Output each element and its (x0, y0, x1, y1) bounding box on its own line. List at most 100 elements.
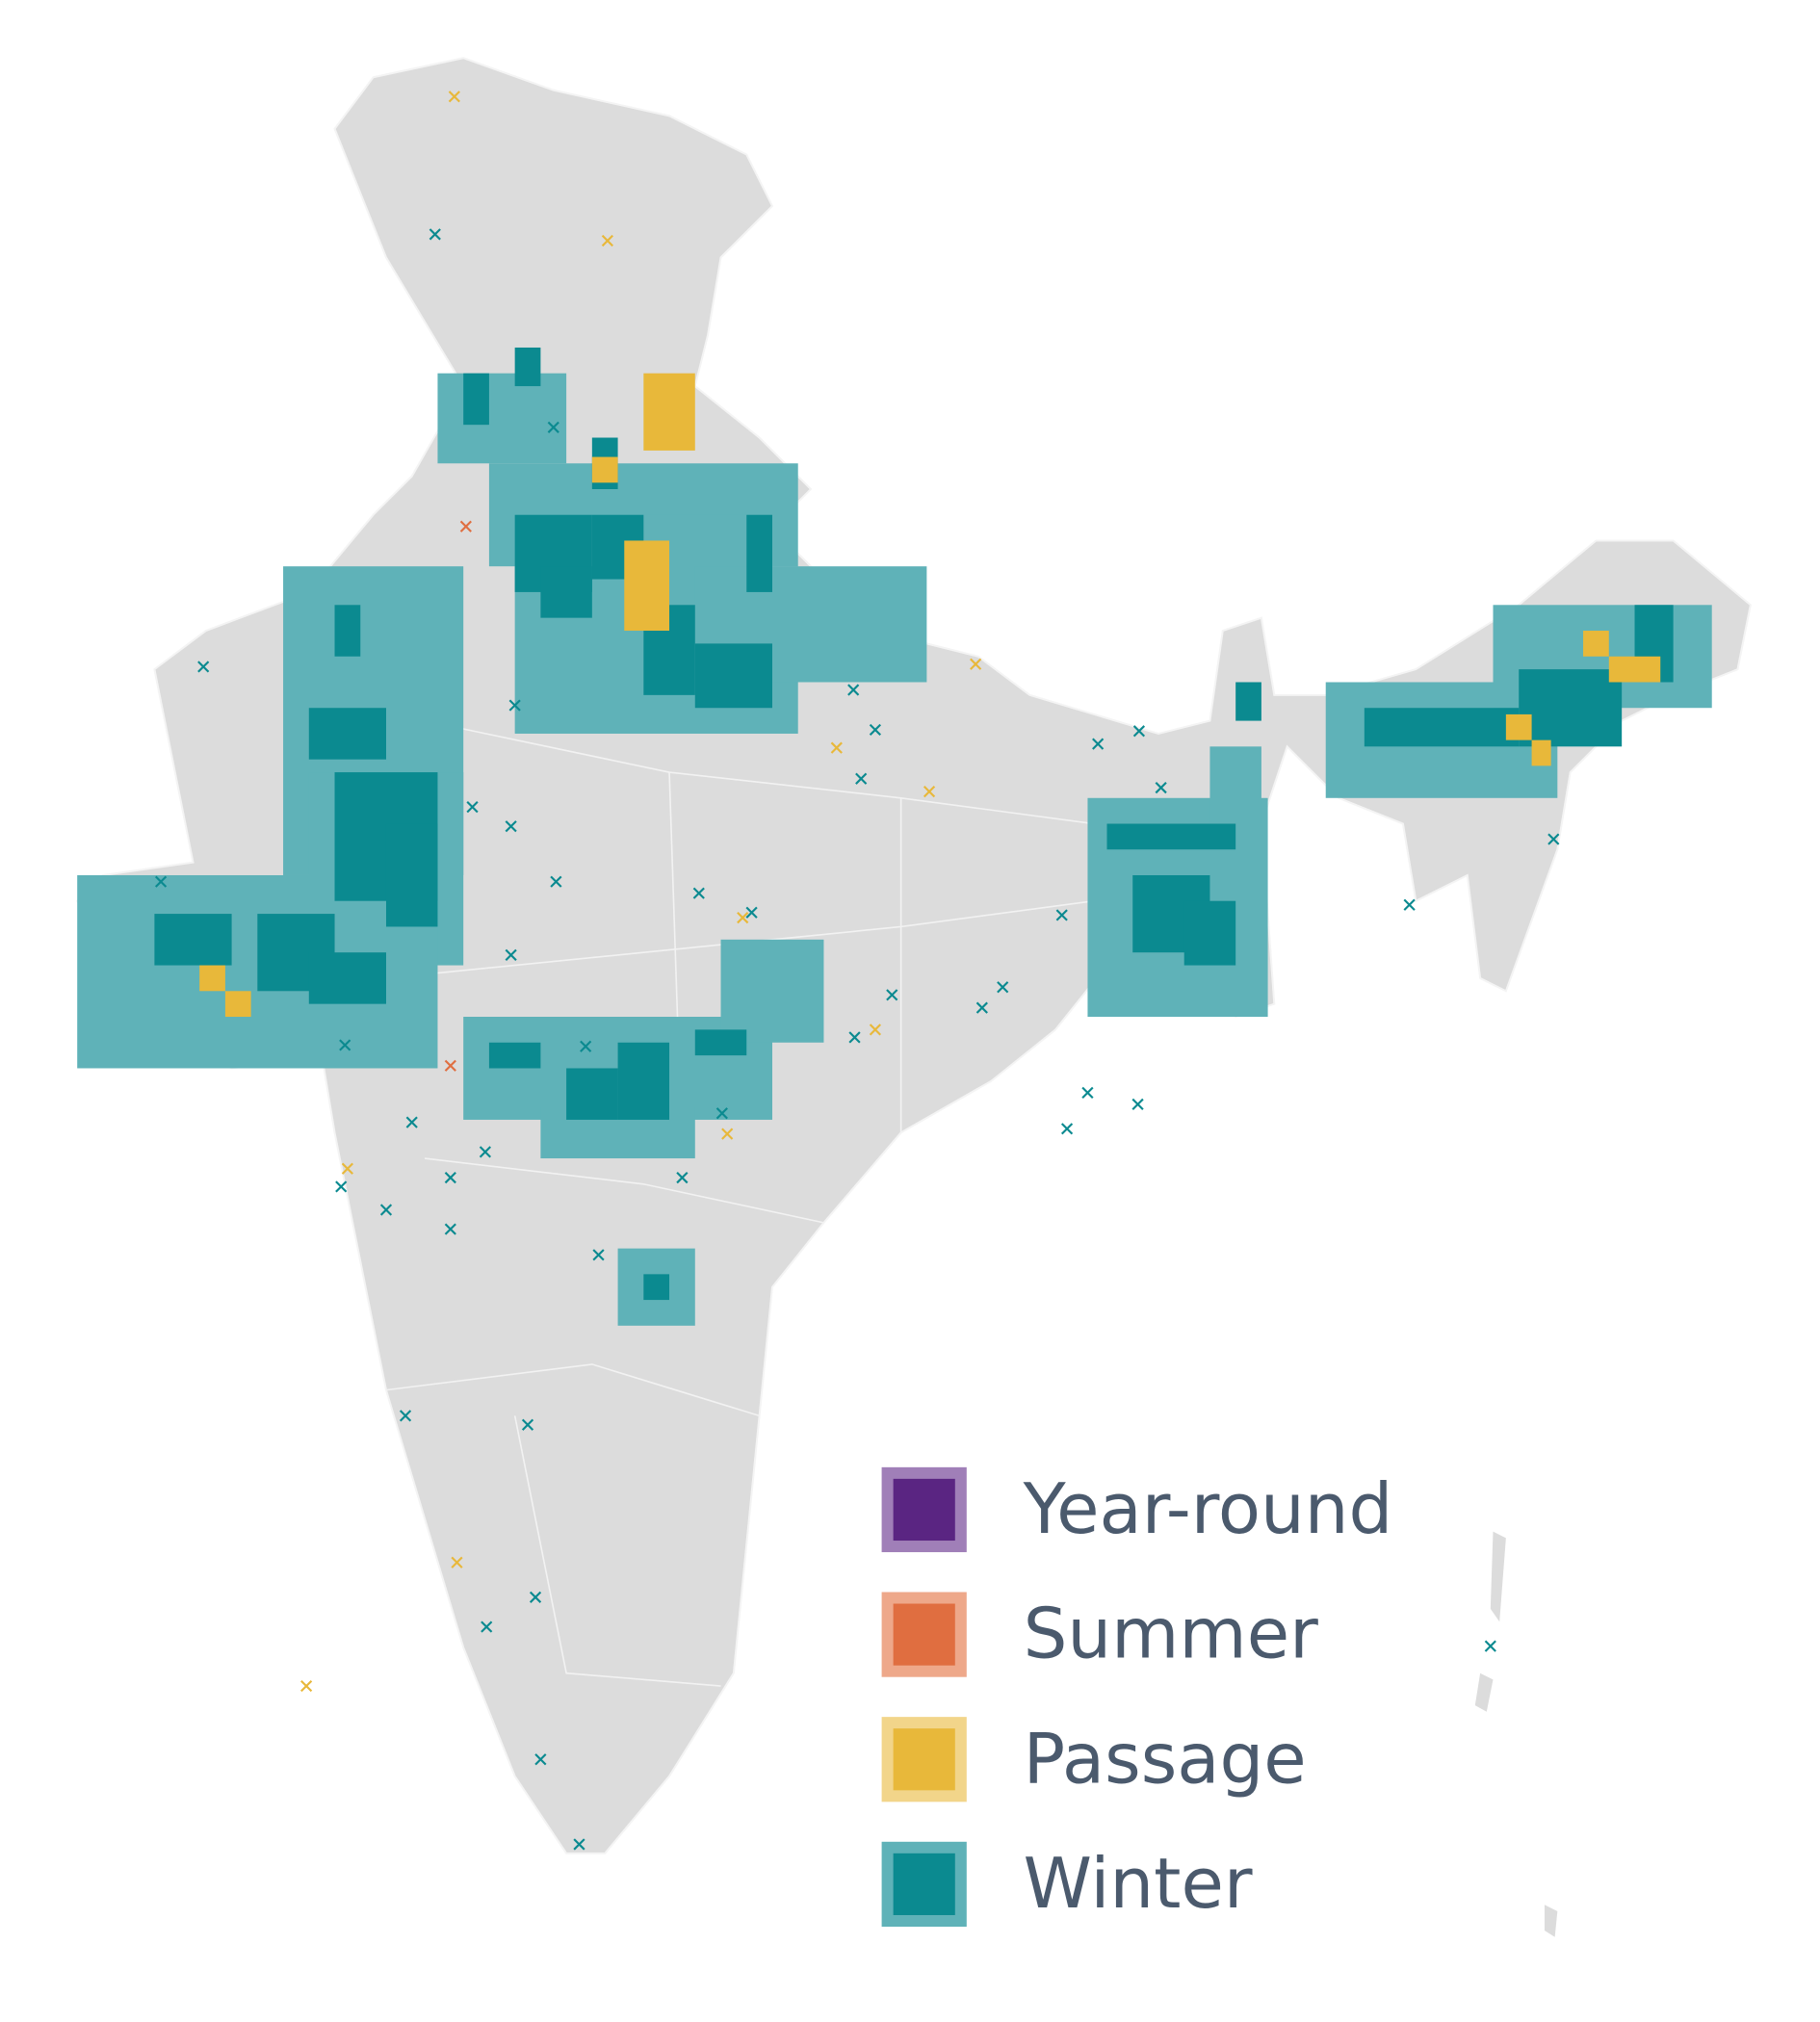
marker-winter (692, 887, 705, 899)
cell-dark (694, 643, 772, 709)
cell-passage (624, 540, 670, 632)
marker-winter (429, 228, 441, 241)
marker-winter (1131, 1098, 1144, 1111)
marker-passage (451, 1556, 463, 1568)
cell-dark (514, 347, 541, 387)
legend-label: Summer (1024, 1594, 1319, 1675)
marker-passage (601, 234, 613, 247)
marker-passage (300, 1679, 313, 1693)
marker-winter (154, 875, 168, 888)
legend-label: Winter (1024, 1844, 1253, 1925)
marker-winter (975, 1001, 988, 1014)
state-borders (385, 719, 1095, 1687)
marker-summer (444, 1059, 456, 1072)
legend-label: Passage (1024, 1719, 1307, 1800)
legend-swatch (893, 1603, 955, 1666)
legend-swatch (893, 1853, 955, 1915)
cell-passage (1531, 739, 1551, 766)
marker-passage (737, 911, 749, 924)
cell-dark (566, 1068, 618, 1120)
marker-winter (339, 1039, 351, 1051)
marker-winter (573, 1838, 585, 1851)
marker-passage (341, 1162, 353, 1175)
marker-winter (508, 699, 521, 712)
cell-dark (1519, 669, 1623, 747)
marker-winter (534, 1753, 547, 1766)
marker-summer (459, 520, 472, 532)
marker-winter (886, 989, 898, 1001)
marker-passage (448, 91, 460, 103)
marker-winter (505, 820, 517, 833)
marker-winter (855, 772, 868, 785)
marker-winter (848, 1031, 861, 1044)
cell-dark (488, 1042, 541, 1069)
marker-winter (1132, 725, 1146, 738)
cell-passage (591, 456, 618, 483)
cell-dark (540, 566, 592, 618)
cell-dark (746, 514, 772, 592)
marker-winter (1081, 1086, 1094, 1099)
legend-swatch (893, 1728, 955, 1791)
cell-dark (1183, 900, 1236, 966)
marker-winter (1055, 909, 1068, 921)
cell-passage (1608, 656, 1661, 683)
marker-winter (745, 906, 758, 919)
cell-light (720, 939, 824, 1043)
marker-winter (997, 981, 1009, 994)
marker-winter (547, 421, 559, 433)
marker-winter (1060, 1123, 1074, 1135)
cell-light (1209, 746, 1261, 824)
cell-dark (694, 1029, 747, 1056)
marker-winter (335, 1180, 348, 1193)
cell-passage (199, 965, 225, 992)
legend-label: Year-round (1023, 1469, 1393, 1550)
marker-winter (676, 1171, 689, 1184)
cell-dark (154, 914, 232, 966)
cell-passage (1505, 713, 1532, 740)
cell-light (437, 373, 567, 464)
marker-winter (1403, 898, 1416, 911)
cell-passage (643, 373, 695, 451)
cell-dark (308, 708, 386, 760)
marker-winter (1092, 738, 1105, 750)
marker-winter (379, 1204, 393, 1216)
marker-winter (481, 1620, 493, 1633)
marker-winter (580, 1040, 592, 1052)
marker-winter (466, 801, 479, 814)
cell-dark (643, 1274, 670, 1301)
marker-winter (479, 1146, 492, 1158)
cell-passage (224, 991, 251, 1018)
cell-dark (1364, 708, 1520, 747)
marker-winter (444, 1171, 456, 1184)
marker-winter (399, 1410, 412, 1422)
marker-winter (550, 875, 562, 888)
cell-dark (1106, 823, 1236, 850)
marker-winter (444, 1223, 456, 1235)
cell-dark (385, 823, 438, 927)
cell-dark (308, 952, 386, 1004)
marker-winter (592, 1249, 605, 1261)
legend: Year-round Summer Passage Winter (881, 1466, 1393, 1928)
cell-dark (334, 605, 361, 657)
marker-passage (830, 741, 843, 754)
marker-winter (869, 723, 882, 737)
marker-winter (521, 1418, 534, 1431)
marker-winter (529, 1591, 542, 1603)
marker-winter (715, 1107, 728, 1120)
marker-winter (405, 1116, 418, 1128)
islands (1474, 1531, 1558, 1937)
marker-passage (721, 1128, 734, 1140)
marker-winter (1155, 781, 1167, 794)
cell-dark (463, 373, 489, 426)
marker-winter (1484, 1640, 1496, 1652)
marker-winter (505, 948, 517, 961)
marker-passage (869, 1024, 882, 1036)
cell-dark (617, 1042, 670, 1120)
legend-swatch (893, 1478, 955, 1542)
cell-dark (1235, 682, 1261, 721)
marker-winter (1547, 833, 1560, 845)
marker-winter (847, 684, 860, 696)
cell-passage (1583, 631, 1609, 657)
